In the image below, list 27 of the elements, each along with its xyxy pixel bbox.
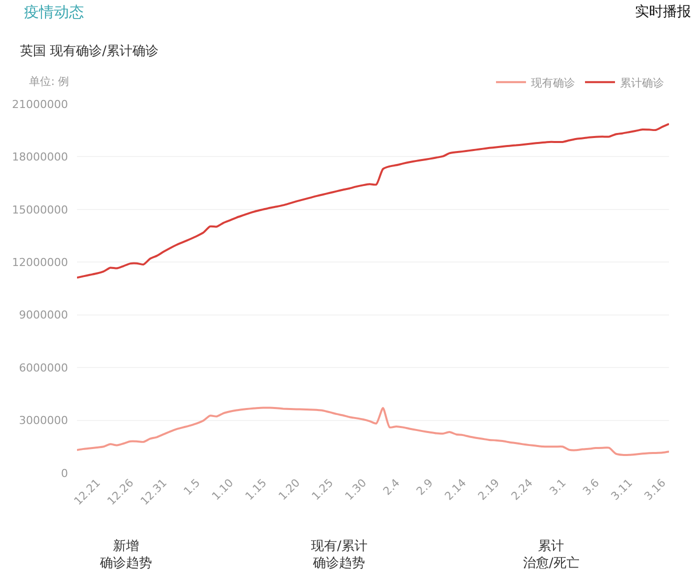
x-tick-label: 3.1 xyxy=(547,476,569,498)
y-tick-label: 0 xyxy=(61,466,68,480)
y-tick-label: 3000000 xyxy=(19,414,68,428)
y-tick-label: 12000000 xyxy=(12,256,68,269)
line-series xyxy=(77,406,669,456)
text: 确诊趋势 xyxy=(99,556,152,571)
line-series xyxy=(77,122,669,279)
y-tick-label: 18000000 xyxy=(12,150,68,164)
x-tick-label: 2.9 xyxy=(414,476,436,498)
x-tick-label: 2.4 xyxy=(380,476,402,498)
y-tick-label: 21000000 xyxy=(12,98,68,111)
text: 疫情动态 xyxy=(24,3,84,21)
legend-label: 累计确诊 xyxy=(620,76,664,90)
x-tick-label: 1.5 xyxy=(181,476,203,498)
text: 确诊趋势 xyxy=(312,556,365,571)
text: 累计 xyxy=(538,539,564,554)
x-tick-label: 3.6 xyxy=(580,476,602,498)
y-tick-label: 6000000 xyxy=(19,361,68,374)
legend-label: 现有确诊 xyxy=(531,76,575,90)
text: 实时播报 xyxy=(635,4,691,20)
text: 现有/累计 xyxy=(311,539,368,554)
y-tick-label: 9000000 xyxy=(19,308,68,322)
text: 治愈/死亡 xyxy=(523,555,580,571)
y-tick-label: 15000000 xyxy=(12,203,68,216)
text: 新增 xyxy=(113,539,139,554)
y-axis-title: 单位: 例 xyxy=(29,75,70,88)
chart-title: 英国 现有确诊/累计确诊 xyxy=(20,44,159,60)
